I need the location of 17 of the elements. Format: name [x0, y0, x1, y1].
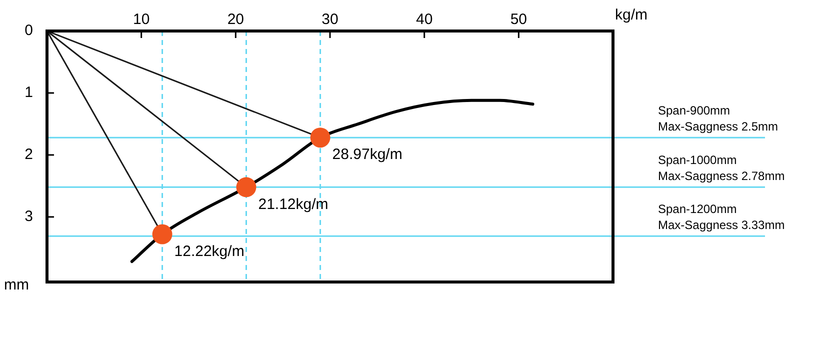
ref-line-label: Span-900mm Max-Saggness 2.5mm [658, 104, 778, 134]
x-tick-label: 20 [227, 11, 244, 28]
annotation: 21.12kg/m [258, 196, 328, 213]
annotation: 28.97kg/m [332, 146, 402, 164]
x-tick-label: 30 [322, 11, 338, 28]
ref-line-label: Span-1000mm Max-Saggness 2.78mm [658, 153, 785, 184]
y-tick-label: 0 [24, 22, 33, 40]
y-tick-label: 1 [24, 84, 33, 102]
x-tick-label: 10 [132, 11, 150, 28]
y-tick-label: 2 [24, 146, 33, 164]
x-tick-label: 50 [510, 11, 528, 28]
y-tick-label: 3 [24, 208, 33, 226]
x-axis-title: kg/m [615, 6, 648, 24]
x-tick-label: 40 [416, 11, 433, 28]
ref-line-label: Span-1200mm Max-Saggness 3.33mm [658, 202, 785, 232]
y-axis-title: mm [4, 276, 29, 294]
annotation: 12.22kg/m [174, 242, 244, 260]
